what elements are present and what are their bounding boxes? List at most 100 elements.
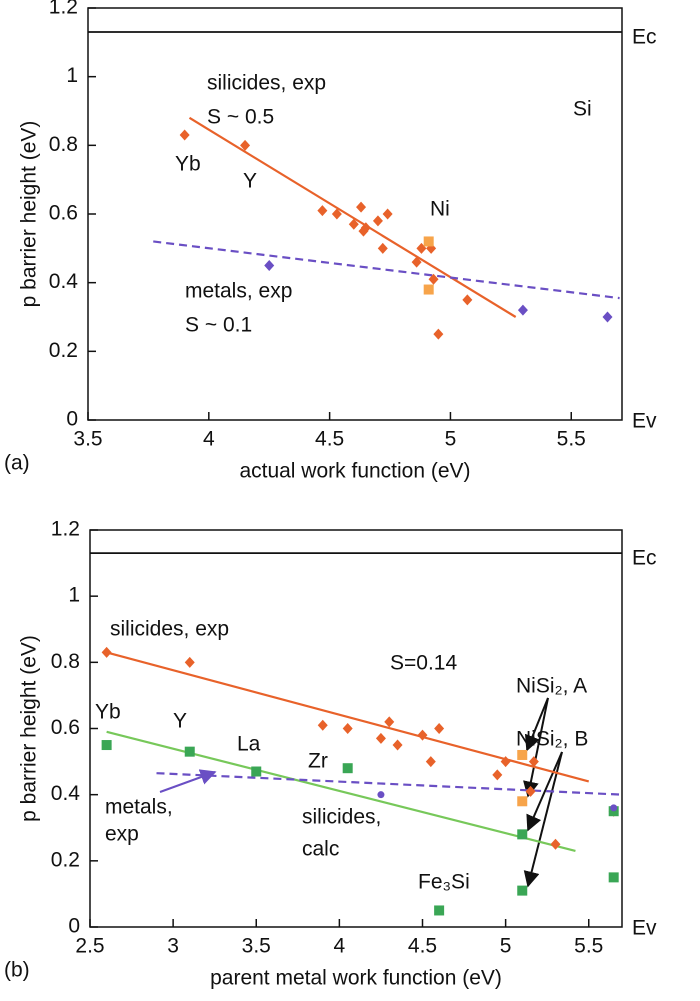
point [517, 885, 528, 896]
point [433, 328, 444, 340]
annotation: Fe₃Si [418, 871, 470, 894]
point [179, 129, 190, 141]
y-tick-label: 0 [68, 915, 80, 938]
y-tick-label: 0 [66, 408, 78, 431]
point [425, 756, 436, 768]
point [434, 723, 445, 734]
ec-label: Ec [632, 547, 657, 570]
fit-line [106, 730, 576, 852]
y-tick-label: 0.4 [49, 270, 79, 293]
point [428, 273, 439, 285]
point [434, 905, 445, 916]
point [423, 236, 434, 247]
point [342, 763, 353, 774]
fit-line [188, 116, 517, 318]
y-tick-label: 0.6 [51, 716, 80, 739]
ec-label: Ec [632, 26, 657, 49]
annotation: Yb [175, 153, 201, 176]
x-tick-label: 5.5 [574, 935, 603, 958]
y-tick-label: 1 [66, 64, 78, 87]
panel: 0 0.2 0.4 0.6 0.8 1 1.2 3.5 4 4.5 5 5.5 actual work … [4, 0, 657, 483]
ev-label: Ev [632, 410, 657, 433]
arrows [159, 697, 563, 888]
point [101, 646, 112, 658]
annotation: Y [173, 710, 187, 733]
arrow [523, 697, 549, 798]
y-tick-label: 0.2 [51, 848, 80, 871]
point [384, 716, 395, 728]
annotation: Y [243, 170, 257, 193]
x-axis-label: actual work function (eV) [239, 460, 470, 483]
annotation: calc [302, 838, 339, 861]
point [492, 769, 503, 781]
point [462, 294, 473, 306]
annotation: exp [105, 823, 139, 846]
annotation: silicides, exp [110, 618, 229, 641]
point [517, 796, 528, 807]
point [517, 829, 528, 840]
plot-frame [87, 7, 623, 421]
point [356, 201, 367, 213]
annotation: NiSi₂, B [516, 728, 588, 751]
point [411, 256, 422, 268]
point [423, 284, 434, 295]
x-tick-label: 4 [334, 935, 346, 958]
y-tick-label: 1.2 [49, 0, 78, 19]
y-tick-label: 1.2 [51, 518, 80, 541]
x-tick-label: 3.5 [242, 935, 271, 958]
x-tick-label: 5 [500, 935, 512, 958]
annotation: La [237, 733, 261, 756]
point [382, 208, 393, 220]
x-axis-label: parent metal work function (eV) [210, 967, 502, 990]
point [525, 785, 536, 797]
x-tick-label: 3.5 [73, 428, 102, 451]
point [377, 242, 388, 254]
point [317, 719, 328, 731]
x-tick-label: 4.5 [315, 428, 344, 451]
point [392, 739, 403, 751]
panel-label: (a) [4, 452, 30, 475]
point [251, 766, 262, 777]
fit-line [153, 240, 620, 300]
arrow [523, 751, 563, 888]
x-tick-label: 5.5 [557, 428, 586, 451]
point [101, 740, 112, 751]
point [500, 756, 511, 768]
arrow [159, 769, 217, 793]
ev-label: Ev [632, 917, 657, 940]
point [608, 872, 619, 883]
point [610, 804, 618, 812]
x-tick-label: 2.5 [75, 935, 104, 958]
y-tick-label: 1 [68, 584, 80, 607]
point [264, 260, 275, 271]
point [602, 311, 613, 323]
annotation: metals, exp [185, 280, 292, 303]
y-tick-label: 0.4 [51, 782, 81, 805]
annotation: NiSi₂, A [516, 675, 587, 698]
panel: 0 0.2 0.4 0.6 0.8 1 1.2 2.5 3 3.5 4 4.5 5 5.5 parent m… [4, 518, 657, 990]
point [528, 756, 539, 768]
x-tick-label: 4.5 [408, 935, 437, 958]
annotation: Si [573, 98, 592, 121]
point [360, 222, 371, 234]
annotation: Zr [308, 750, 328, 773]
arrow [524, 697, 549, 752]
annotation: silicides, exp [207, 72, 326, 95]
point [342, 723, 353, 734]
annotation: Yb [95, 701, 121, 724]
point [417, 729, 428, 741]
x-tick-label: 5 [445, 428, 457, 451]
y-tick-label: 0.8 [51, 650, 80, 673]
y-tick-label: 0.8 [49, 133, 78, 156]
y-tick-label: 0.6 [49, 202, 78, 225]
point [184, 656, 195, 668]
point [550, 838, 561, 850]
point [517, 749, 528, 760]
point [331, 208, 342, 220]
arrow [526, 751, 563, 832]
point [517, 304, 528, 316]
point [372, 215, 383, 227]
y-axis-label: p barrier height (eV) [18, 121, 41, 308]
point [317, 205, 328, 217]
